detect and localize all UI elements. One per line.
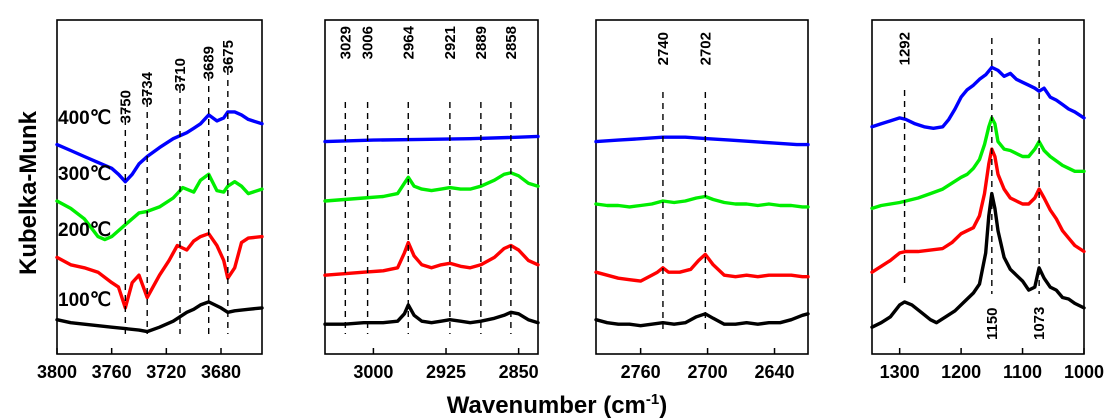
peak-label: 2740	[655, 32, 672, 65]
peak-label: 2921	[442, 26, 459, 59]
peak-label: 3734	[139, 71, 156, 105]
panel-1: 3800 3760 3720 3680 3750 3734 3710 3689 3675	[37, 19, 264, 382]
peak-label: 2858	[503, 26, 520, 59]
panels-group: 3800 3760 3720 3680 3750 3734 3710 3689 3675 3000…	[37, 19, 1104, 382]
x-tick-label: 3720	[146, 362, 186, 382]
peak-label: 1292	[897, 32, 914, 65]
peak-label: 3675	[220, 40, 237, 73]
x-axis-title-sup: -1	[646, 391, 659, 408]
peak-label: 3750	[117, 90, 134, 123]
series-400C	[323, 134, 540, 144]
x-axis-title: Wavenumber (cm-1)	[447, 391, 668, 419]
peak-label: 1150	[984, 307, 1001, 340]
temp-label-300: 300℃	[58, 164, 111, 185]
x-tick-label: 3000	[353, 362, 393, 382]
peak-label: 3029	[337, 26, 354, 59]
panel-2: 3000 2925 2850 3029 3006 2964 2921 2889 2858	[323, 19, 540, 382]
x-tick-label: 2925	[426, 362, 466, 382]
peak-label: 3006	[360, 26, 377, 59]
x-tick-label: 1200	[941, 362, 981, 382]
series-300C	[870, 116, 1086, 211]
series-300C	[323, 171, 540, 203]
y-axis-title: Kubelka-Munk	[15, 110, 42, 275]
series-200C	[870, 147, 1086, 274]
temp-label-400: 400℃	[58, 108, 111, 129]
peak-label: 2889	[473, 26, 490, 59]
series-300C	[594, 194, 810, 209]
series-200C	[594, 252, 810, 283]
peak-label: 3689	[201, 46, 218, 79]
series-300C	[55, 172, 264, 242]
x-tick-label: 1000	[1064, 362, 1104, 382]
series-200C	[323, 240, 540, 277]
x-tick-label: 3800	[37, 362, 77, 382]
temp-label-200: 200℃	[58, 220, 111, 241]
peak-label: 2964	[400, 25, 417, 59]
peak-label: 2702	[697, 32, 714, 65]
panel-frame	[56, 19, 263, 355]
x-tick-label: 1300	[880, 362, 920, 382]
panel-frame	[324, 19, 539, 355]
panel-4: 1300 1200 1100 1000 1292 1150 1073	[870, 19, 1104, 382]
panel-frame	[595, 19, 809, 355]
temp-label-100: 100℃	[58, 290, 111, 311]
x-tick-label: 1100	[1003, 362, 1042, 382]
series-200C	[55, 232, 264, 310]
x-tick-label: 2640	[755, 362, 795, 382]
x-tick-label: 3760	[92, 362, 132, 382]
x-tick-label: 2700	[688, 362, 728, 382]
series-400C	[870, 65, 1086, 130]
series-400C	[55, 110, 264, 184]
series-100C	[323, 303, 540, 326]
x-tick-label: 3680	[201, 362, 241, 382]
temperature-labels: 400℃ 300℃ 200℃ 100℃	[58, 108, 111, 311]
series-400C	[594, 135, 810, 147]
x-tick-label: 2850	[499, 362, 539, 382]
x-tick-label: 2760	[621, 362, 661, 382]
panel-3: 2760 2700 2640 2740 2702	[594, 19, 810, 382]
peak-label: 3710	[172, 58, 189, 91]
x-axis-title-main: Wavenumber (cm	[447, 392, 646, 419]
panel-frame	[871, 19, 1085, 355]
peak-label: 1073	[1031, 307, 1048, 340]
series-100C	[594, 312, 810, 328]
x-axis-title-end: )	[659, 392, 667, 419]
